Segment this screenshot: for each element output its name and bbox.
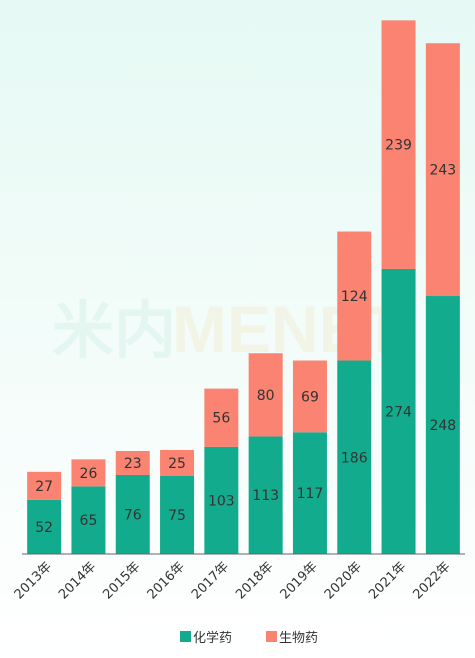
bar-chem-0[interactable] xyxy=(27,499,62,554)
data-label-bio-6: 69 xyxy=(301,389,319,405)
data-label-bio-0: 27 xyxy=(35,479,53,495)
x-tick-label-7: 2020年 xyxy=(322,559,365,602)
x-tick-label-4: 2017年 xyxy=(189,559,232,602)
legend-swatch-chem xyxy=(180,631,191,642)
x-tick-label-3: 2016年 xyxy=(145,559,188,602)
legend-swatch-bio xyxy=(266,631,277,642)
data-label-bio-1: 26 xyxy=(80,466,98,482)
bar-bio-8[interactable] xyxy=(381,20,416,269)
bar-chem-4[interactable] xyxy=(204,446,239,554)
bar-bio-7[interactable] xyxy=(337,231,372,361)
data-label-chem-4: 103 xyxy=(208,493,235,509)
x-tick-labels: 2013年 2014年 2015年 2016年 2017年 2018年 2019年 2020年… xyxy=(12,559,454,602)
bar-chem-8[interactable] xyxy=(381,268,416,554)
x-tick-label-8: 2021年 xyxy=(366,559,409,602)
data-label-bio-4: 56 xyxy=(212,411,230,427)
bar-bio-2[interactable] xyxy=(115,451,150,475)
bar-chem-3[interactable] xyxy=(160,475,195,554)
bar-chem-9[interactable] xyxy=(425,296,460,554)
data-label-chem-7: 186 xyxy=(341,450,368,466)
x-tick-label-2: 2015年 xyxy=(100,559,143,602)
data-label-chem-5: 113 xyxy=(252,488,279,504)
bar-bio-4[interactable] xyxy=(204,388,239,447)
bar-chem-7[interactable] xyxy=(337,360,372,554)
legend-item-bio[interactable]: 生物药 xyxy=(266,631,318,646)
data-label-chem-1: 65 xyxy=(80,513,98,529)
bar-chem-5[interactable] xyxy=(248,436,283,554)
data-label-bio-8: 239 xyxy=(385,138,412,154)
data-label-bio-3: 25 xyxy=(168,456,186,472)
bar-chem-2[interactable] xyxy=(115,474,150,554)
bars-group: 52 27 65 26 76 23 75 25 103 56 113 80 117 69 186 124 274… xyxy=(27,20,460,554)
legend-label-chem: 化学药 xyxy=(193,630,232,646)
bar-bio-0[interactable] xyxy=(27,471,62,500)
x-tick-label-1: 2014年 xyxy=(56,559,99,602)
data-label-chem-0: 52 xyxy=(35,520,53,536)
bar-bio-5[interactable] xyxy=(248,353,283,437)
bar-bio-3[interactable] xyxy=(160,449,195,476)
x-tick-label-0: 2013年 xyxy=(12,559,55,602)
legend-item-chem[interactable]: 化学药 xyxy=(180,630,232,646)
bar-bio-9[interactable] xyxy=(425,43,460,297)
data-label-chem-8: 274 xyxy=(385,404,412,420)
x-tick-label-6: 2019年 xyxy=(278,559,321,602)
x-tick-label-9: 2022年 xyxy=(410,559,453,602)
bar-bio-6[interactable] xyxy=(292,360,327,433)
data-label-bio-2: 23 xyxy=(124,456,142,472)
legend[interactable]: 化学药 生物药 xyxy=(180,630,318,646)
legend-label-bio: 生物药 xyxy=(279,631,318,646)
x-tick-label-5: 2018年 xyxy=(233,559,276,602)
data-label-chem-3: 75 xyxy=(168,508,186,524)
bar-chem-6[interactable] xyxy=(292,432,327,554)
data-label-chem-2: 76 xyxy=(124,507,142,523)
data-label-bio-5: 80 xyxy=(257,388,275,404)
data-label-chem-6: 117 xyxy=(297,486,324,502)
data-label-chem-9: 248 xyxy=(429,418,456,434)
data-label-bio-9: 243 xyxy=(429,163,456,179)
watermark-cn: 米内 xyxy=(52,297,176,366)
bar-chem-1[interactable] xyxy=(71,486,106,554)
data-label-bio-7: 124 xyxy=(341,289,368,305)
bar-bio-1[interactable] xyxy=(71,459,106,487)
